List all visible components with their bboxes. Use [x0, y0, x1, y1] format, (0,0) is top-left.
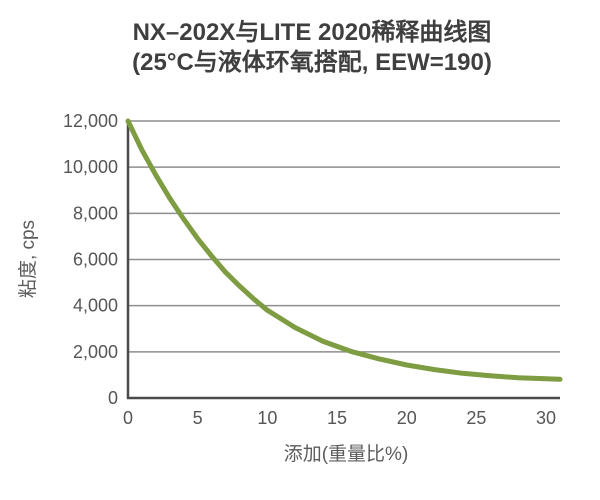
y-tick-label: 0 [108, 388, 118, 408]
viscosity-curve [125, 118, 563, 382]
x-tick-label: 25 [466, 408, 486, 428]
y-axis-title: 粘度, cps [17, 220, 39, 298]
x-tick-label: 5 [193, 408, 203, 428]
x-tick-label: 30 [536, 408, 556, 428]
x-tick-label: 0 [123, 408, 133, 428]
gridlines [128, 120, 560, 353]
chart-subtitle: (25°C与液体环氧搭配, EEW=190) [132, 48, 492, 76]
y-tick-label: 2,000 [73, 342, 118, 362]
y-tick-label: 12,000 [63, 111, 118, 131]
y-tick-label: 4,000 [73, 296, 118, 316]
x-axis-title: 添加(重量比%) [284, 443, 409, 465]
x-tick-label: 15 [327, 408, 347, 428]
x-tick-label: 20 [397, 408, 417, 428]
x-tick-label: 10 [257, 408, 277, 428]
x-axis-tick-labels: 0 5 10 15 20 25 30 [123, 408, 556, 428]
chart-title: NX–202X与LITE 2020稀释曲线图 [133, 18, 492, 46]
y-axis-tick-labels: 0 2,000 4,000 6,000 8,000 10,000 12,000 [63, 111, 118, 408]
axes [126, 120, 560, 400]
y-tick-label: 6,000 [73, 250, 118, 270]
y-tick-label: 10,000 [63, 157, 118, 177]
y-tick-label: 8,000 [73, 203, 118, 223]
